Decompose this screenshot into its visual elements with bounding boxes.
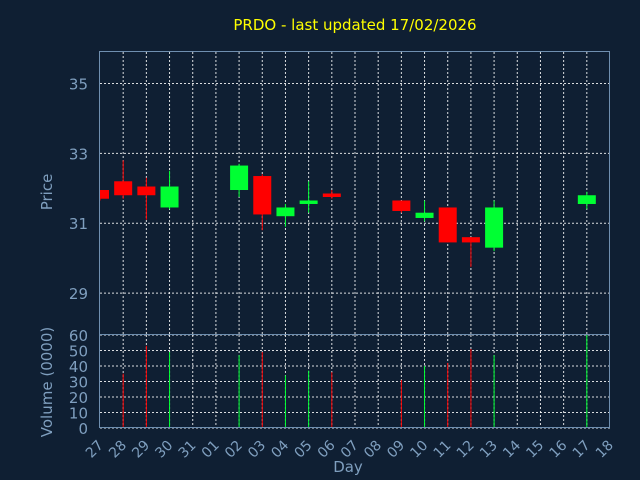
volume-tick-label: 20 [69,389,88,407]
x-tick-label: 11 [431,438,455,462]
price-axis-label: Price [38,174,56,211]
x-tick-label: 27 [83,438,107,462]
x-tick-label: 18 [593,438,617,462]
candle-body [461,237,480,243]
price-tick-label: 29 [69,285,88,303]
price-y-axis: 29 31 33 35 [69,75,88,303]
candle-body [253,176,272,215]
candle-body [100,190,109,199]
candle-body [438,207,457,243]
volume-tick-label: 50 [69,343,88,361]
x-tick-label: 30 [152,438,176,462]
x-tick-label: 09 [384,438,408,462]
x-tick-label: 10 [407,438,431,462]
x-tick-label: 05 [292,438,316,462]
volume-grid [100,334,610,429]
volume-axis-label: Volume (0000) [38,327,56,437]
volume-series [122,335,588,428]
volume-tick-label: 60 [69,327,88,345]
x-tick-label: 08 [361,438,385,462]
x-axis-label: Day [333,458,363,476]
candle-body [415,212,434,218]
chart-title: PRDO - last updated 17/02/2026 [233,16,476,34]
volume-panel-frame [99,334,610,428]
volume-tick-label: 10 [69,405,88,423]
x-tick-label: 04 [268,437,292,461]
candle-body [160,186,179,208]
candle-body [577,195,596,204]
candle-body [276,207,295,217]
candle-body [114,181,133,196]
candle-body [322,193,341,197]
x-tick-label: 14 [500,437,524,461]
candle-body [230,165,249,191]
x-tick-label: 28 [106,438,130,462]
x-tick-label: 12 [454,438,478,462]
x-tick-label: 15 [523,438,547,462]
volume-tick-label: 0 [78,420,88,438]
volume-tick-label: 40 [69,358,88,376]
candle-body [137,186,156,196]
candle-body [485,207,504,248]
volume-tick-label: 30 [69,374,88,392]
x-tick-label: 13 [477,438,501,462]
candlestick-series [99,160,596,267]
x-tick-label: 17 [570,438,594,462]
price-tick-label: 31 [69,215,88,233]
x-tick-label: 31 [176,438,200,462]
x-tick-label: 01 [199,438,223,462]
price-tick-label: 33 [69,145,88,163]
price-tick-label: 35 [69,75,88,93]
x-tick-label: 29 [129,438,153,462]
candle-body [299,200,318,204]
x-tick-label: 03 [245,438,269,462]
x-tick-label: 02 [222,438,246,462]
candle-body [392,200,411,211]
x-tick-label: 16 [547,437,571,461]
